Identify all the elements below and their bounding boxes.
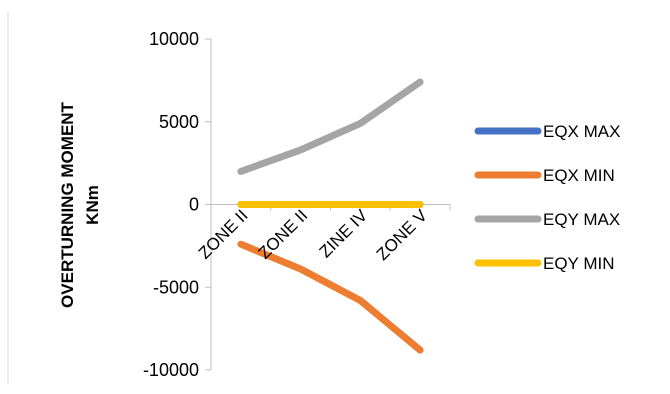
y-tick-label: 0 [189, 195, 199, 215]
legend-label-eqy-min: EQY MIN [543, 254, 614, 273]
legend-label-eqy-max: EQY MAX [543, 210, 620, 229]
category-label: ZONE V [373, 205, 432, 264]
category-label: ZONE II [255, 206, 312, 263]
category-label: ZONE II [195, 206, 252, 263]
y-tick-label: 5000 [159, 112, 199, 132]
category-label: ZINE IV [316, 205, 372, 261]
axes: 10000 5000 0 -5000 -10000 [143, 29, 451, 380]
y-tick-label: -10000 [143, 360, 199, 380]
series-line-eqy-max [237, 78, 424, 175]
series-line-eqx-min [237, 240, 424, 354]
series-lines [237, 78, 424, 354]
y-tick-label: 10000 [149, 29, 199, 49]
legend: EQX MAX EQX MIN EQY MAX EQY MIN [474, 122, 620, 273]
y-axis-title: OVERTURNING MOMENT [58, 101, 77, 308]
category-labels: ZONE II ZONE II ZINE IV ZONE V [195, 205, 432, 264]
y-axis-unit: KNm [83, 185, 102, 225]
legend-label-eqx-min: EQX MIN [543, 166, 615, 185]
legend-label-eqx-max: EQX MAX [543, 122, 620, 141]
y-tick-label: -5000 [153, 277, 199, 297]
